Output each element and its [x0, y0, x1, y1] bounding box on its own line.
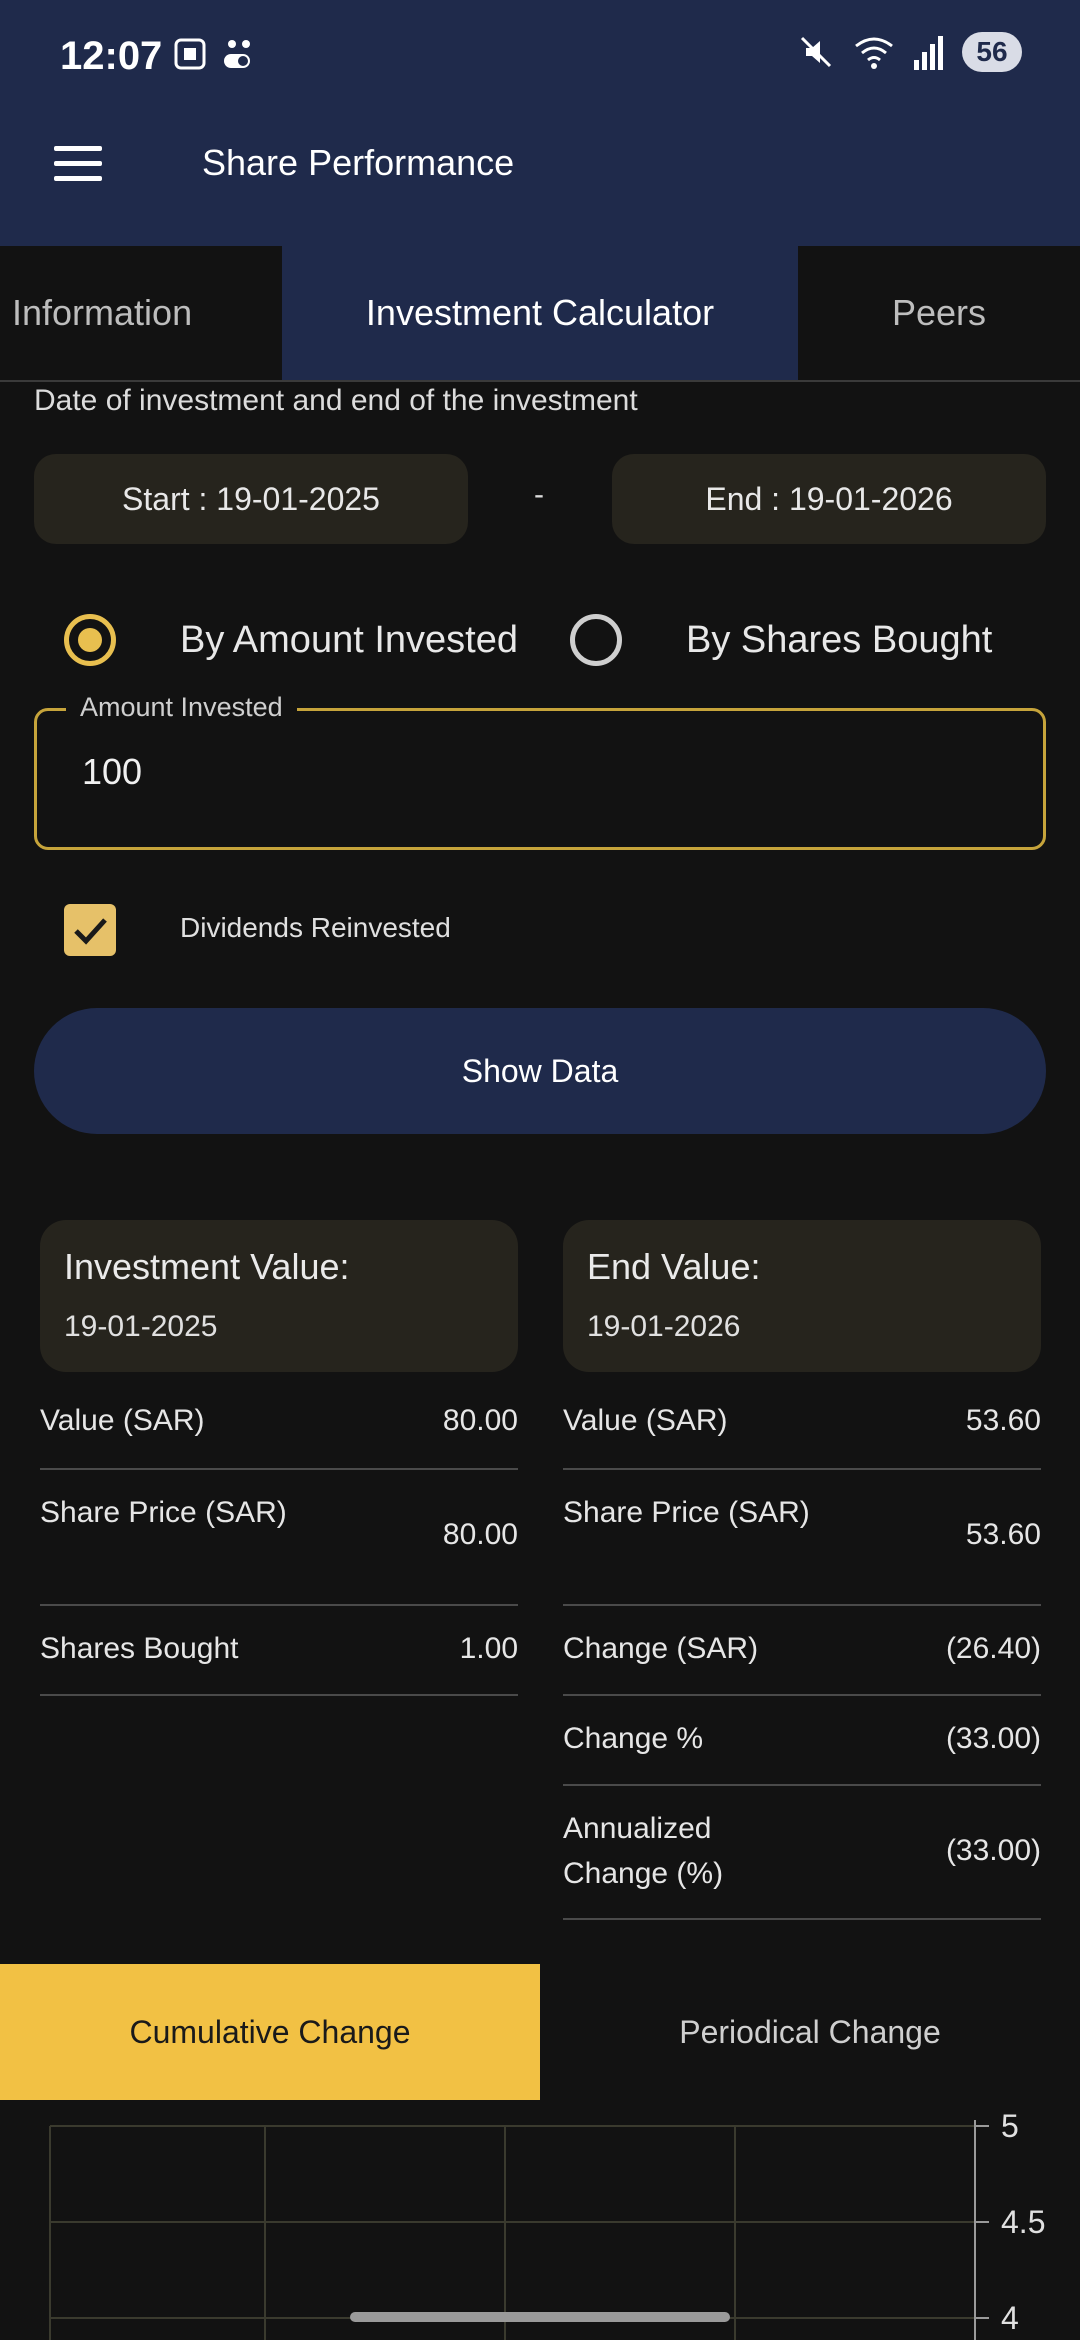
wifi-icon: [855, 37, 893, 69]
battery-indicator: 56: [962, 32, 1022, 72]
status-icons-right: 56: [796, 32, 1022, 72]
row-value: 1.00: [459, 1632, 518, 1665]
cumulative-change-chart: 54.54: [49, 2108, 1045, 2340]
row-label: Change %: [563, 1722, 704, 1755]
signal-icon: [914, 36, 943, 70]
y-tick-label: 4: [1001, 2300, 1019, 2336]
toggle-icon: [224, 40, 250, 68]
table-row: Share Price (SAR) 80.00: [40, 1490, 518, 1606]
end-value-card: End Value: 19-01-2026: [563, 1220, 1041, 1372]
table-row: Change % (33.00): [563, 1716, 1041, 1786]
hamburger-menu-icon[interactable]: [48, 140, 108, 188]
tab-periodical-change[interactable]: Periodical Change: [540, 1964, 1080, 2100]
amount-invested-label: Amount Invested: [66, 692, 297, 723]
checkmark-icon: [74, 918, 107, 945]
row-label: Value (SAR): [563, 1404, 728, 1437]
mute-icon: [800, 36, 832, 68]
row-value: (33.00): [945, 1722, 1041, 1755]
row-label: Change (SAR): [563, 1632, 759, 1665]
row-label: Shares Bought: [40, 1632, 239, 1665]
status-time: 12:07: [60, 34, 163, 78]
end-value-title: End Value:: [587, 1246, 761, 1287]
row-value: (33.00): [945, 1834, 1041, 1867]
table-row: Shares Bought 1.00: [40, 1626, 518, 1696]
chart-y-axis: 54.54: [974, 2108, 1045, 2340]
row-value: 53.60: [965, 1404, 1041, 1437]
tab-peers[interactable]: Peers: [891, 292, 987, 333]
row-value: 80.00: [442, 1518, 518, 1551]
radio-by-shares[interactable]: [570, 614, 622, 666]
home-indicator[interactable]: [350, 2312, 730, 2322]
row-label: Share Price (SAR): [40, 1496, 287, 1529]
row-label: Annualized Change (%): [563, 1812, 724, 1890]
row-value: 53.60: [965, 1518, 1041, 1551]
start-date-button[interactable]: Start : 19-01-2025: [34, 454, 468, 544]
end-value-date: 19-01-2026: [587, 1310, 741, 1343]
chart-tab-bar: Cumulative Change Periodical Change: [0, 1964, 1080, 2100]
row-value: 80.00: [442, 1404, 518, 1437]
tab-information[interactable]: Information: [12, 292, 193, 333]
end-date-button[interactable]: End : 19-01-2026: [612, 454, 1046, 544]
table-row: Share Price (SAR) 53.60: [563, 1490, 1041, 1606]
show-data-button[interactable]: Show Data: [34, 1008, 1046, 1134]
y-tick-label: 4.5: [1001, 2204, 1045, 2240]
tab-investment-calculator[interactable]: Investment Calculator: [282, 246, 798, 380]
table-row: Value (SAR) 80.00: [40, 1398, 518, 1470]
table-row: Annualized Change (%) (33.00): [563, 1806, 1041, 1920]
screenshot-icon: [174, 38, 206, 70]
section-subtitle: Date of investment and end of the invest…: [34, 384, 638, 417]
dividends-checkbox[interactable]: [64, 904, 116, 956]
row-label: Value (SAR): [40, 1404, 205, 1437]
radio-by-amount[interactable]: [64, 614, 116, 666]
page-title: Share Performance: [202, 142, 515, 183]
app-header: 12:07 56: [0, 0, 1080, 246]
tab-cumulative-change[interactable]: Cumulative Change: [0, 1964, 540, 2100]
status-icons-left: [172, 36, 258, 72]
dividends-label[interactable]: Dividends Reinvested: [180, 912, 451, 943]
radio-by-amount-label[interactable]: By Amount Invested: [180, 619, 518, 661]
chart-grid: [49, 2125, 976, 2340]
row-value: (26.40): [945, 1632, 1041, 1665]
row-label: Share Price (SAR): [563, 1496, 810, 1529]
amount-invested-field: [34, 708, 1046, 850]
radio-by-shares-label[interactable]: By Shares Bought: [686, 619, 993, 661]
investment-value-title: Investment Value:: [64, 1246, 350, 1287]
table-row: Change (SAR) (26.40): [563, 1626, 1041, 1696]
tab-bar: Information Investment Calculator Peers: [0, 246, 1080, 382]
y-tick-label: 5: [1001, 2108, 1019, 2144]
date-separator: -: [534, 478, 544, 511]
investment-value-card: Investment Value: 19-01-2025: [40, 1220, 518, 1372]
investment-value-date: 19-01-2025: [64, 1310, 218, 1343]
table-row: Value (SAR) 53.60: [563, 1398, 1041, 1470]
amount-invested-input[interactable]: [80, 750, 984, 794]
